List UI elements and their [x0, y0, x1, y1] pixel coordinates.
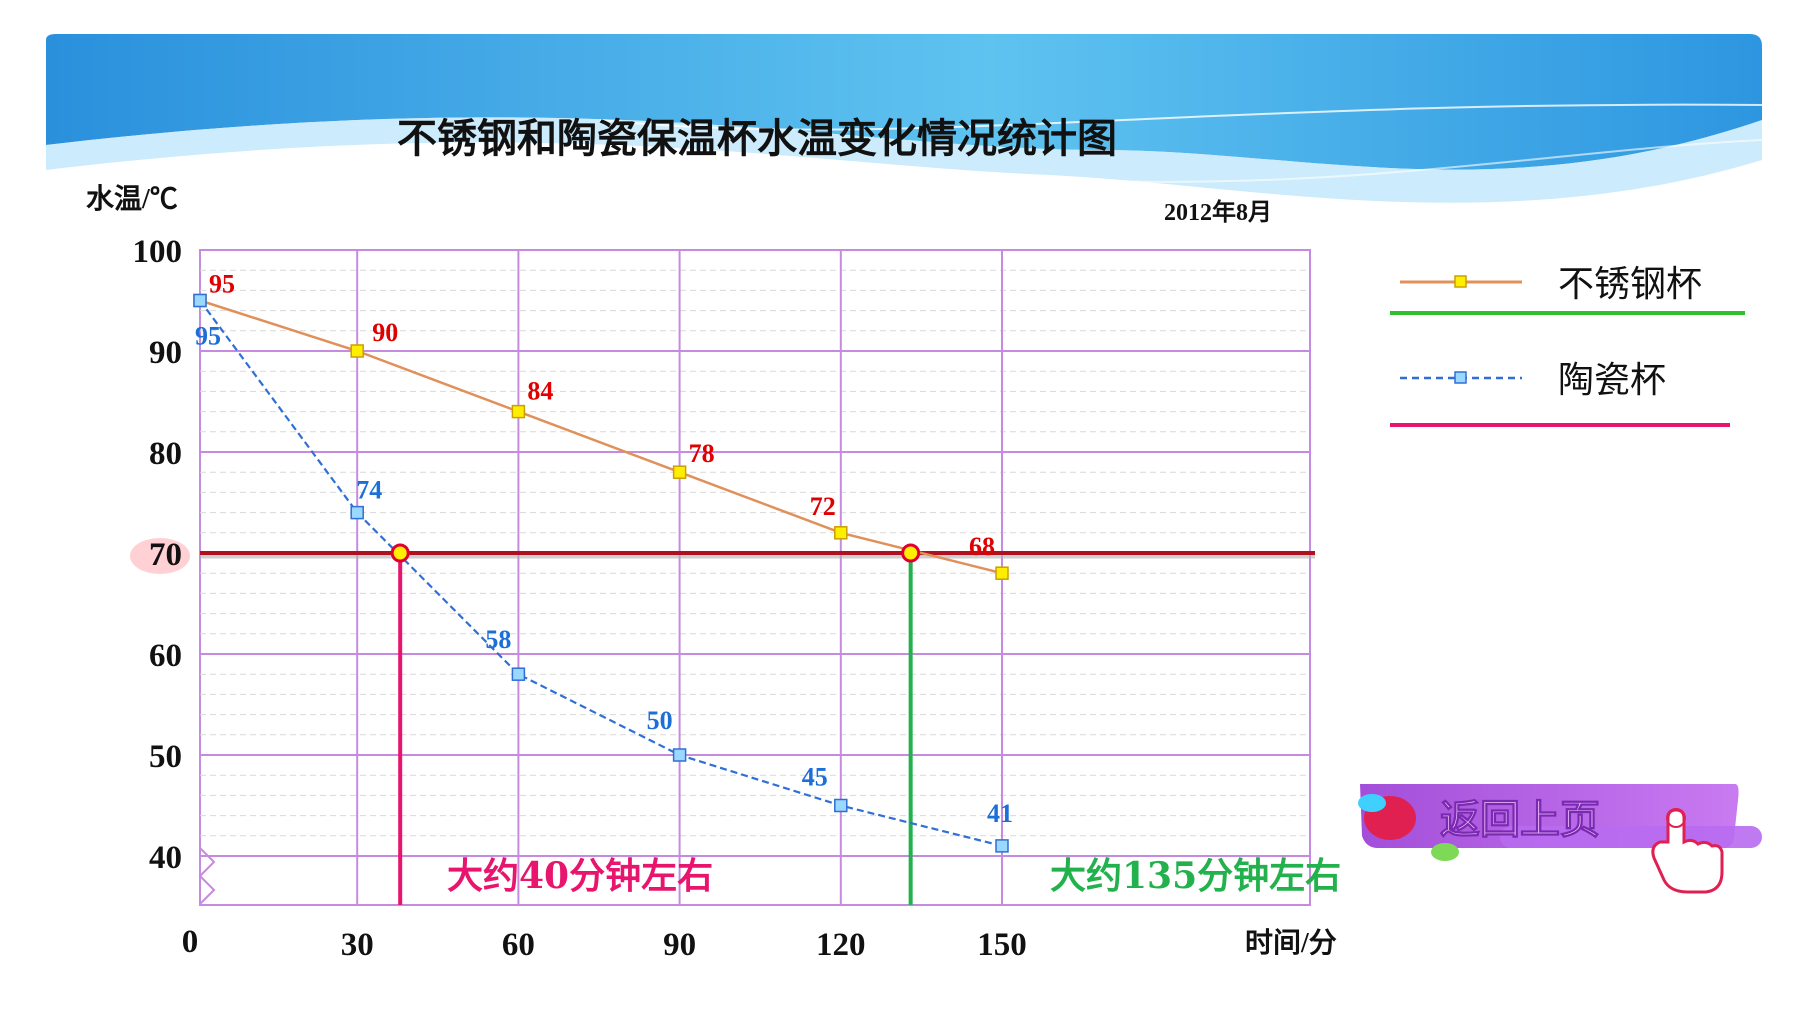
y-tick-50: 50: [149, 739, 182, 775]
crossing-lines: [398, 553, 913, 905]
legend: 不锈钢杯 陶瓷杯: [1390, 264, 1745, 427]
legend-item-ceramic: 陶瓷杯: [1390, 360, 1730, 427]
series-1-label-2: 58: [485, 625, 511, 654]
x-tick-labels: 30 60 90 120 150: [341, 927, 1027, 963]
y-axis-label: 水温/℃: [86, 183, 178, 215]
hand-pointer-icon: [1651, 808, 1724, 894]
plot-area: [198, 249, 1311, 906]
series-layer: [193, 293, 1009, 853]
origin-label: 0: [182, 924, 199, 960]
series-0-label-2: 84: [527, 377, 553, 406]
decor-blue-blob: [1358, 794, 1386, 812]
annotation-40-minutes: 大约40分钟左右: [447, 855, 713, 897]
back-button-label[interactable]: 返回上页: [1440, 797, 1601, 844]
series-1-point-3: [672, 748, 687, 762]
series-0-label-3: 78: [689, 439, 715, 468]
legend-marker-stainless: [1454, 275, 1467, 288]
series-0-point-4: [834, 526, 848, 540]
cross-point-0: [390, 543, 410, 563]
x-axis-label: 时间/分: [1245, 927, 1337, 959]
legend-item-stainless: 不锈钢杯: [1390, 264, 1745, 315]
y-tick-labels: 100 90 80 70 60 50 40: [130, 234, 190, 876]
series-1-point-5: [995, 839, 1009, 853]
crossing-points: [390, 543, 921, 563]
major-grid: [200, 249, 1310, 906]
x-tick-90: 90: [663, 927, 696, 963]
decor-green-blob: [1431, 843, 1459, 861]
series-0-label-5: 68: [969, 532, 995, 561]
series-line-0: [199, 299, 1003, 575]
back-button[interactable]: 返回上页: [1358, 784, 1762, 894]
series-line-1: [199, 299, 1003, 847]
reference-line-70: [200, 551, 1315, 559]
chart-title: 不锈钢和陶瓷保温杯水温变化情况统计图: [397, 115, 1117, 162]
minor-grid: [200, 269, 1310, 837]
chart-subtitle: 2012年8月: [1164, 198, 1272, 226]
y-tick-60: 60: [149, 638, 182, 674]
series-1-point-2: [511, 667, 526, 681]
series-1-label-5: 41: [987, 799, 1013, 828]
y-tick-80: 80: [149, 436, 182, 472]
header-wave: [46, 34, 1763, 203]
x-tick-150: 150: [977, 927, 1027, 963]
series-0-point-5: [995, 566, 1009, 580]
annotation-135-minutes: 大约135分钟左右: [1050, 855, 1341, 897]
series-0-label-0: 95: [209, 270, 235, 299]
x-tick-30: 30: [341, 927, 374, 963]
cross-point-1: [901, 543, 921, 563]
y-tick-90: 90: [149, 335, 182, 371]
series-0-point-2: [511, 404, 526, 419]
series-1-label-1: 74: [356, 476, 382, 505]
y-tick-70: 70: [149, 537, 182, 573]
series-1-label-0: 95: [195, 322, 221, 351]
series-0-point-1: [350, 344, 364, 358]
series-0-label-1: 90: [372, 318, 398, 347]
series-1-label-3: 50: [647, 706, 673, 735]
series-1-point-1: [350, 505, 364, 520]
x-tick-120: 120: [816, 927, 866, 963]
series-1-point-4: [834, 798, 848, 813]
x-tick-60: 60: [502, 927, 535, 963]
legend-label-stainless: 不锈钢杯: [1558, 264, 1702, 305]
y-axis-break: [198, 847, 216, 905]
legend-label-ceramic: 陶瓷杯: [1558, 360, 1666, 401]
y-tick-100: 100: [133, 234, 183, 270]
series-0-point-3: [672, 465, 687, 479]
legend-marker-ceramic: [1454, 371, 1467, 384]
series-1-point-0: [193, 293, 207, 308]
y-tick-40: 40: [149, 840, 182, 876]
series-0-label-4: 72: [810, 492, 836, 521]
data-labels: 95 90 84 78 72 68 95 74 58 50 45 41: [195, 270, 1013, 828]
series-1-label-4: 45: [802, 763, 828, 792]
tick-70-highlight: [130, 538, 190, 574]
